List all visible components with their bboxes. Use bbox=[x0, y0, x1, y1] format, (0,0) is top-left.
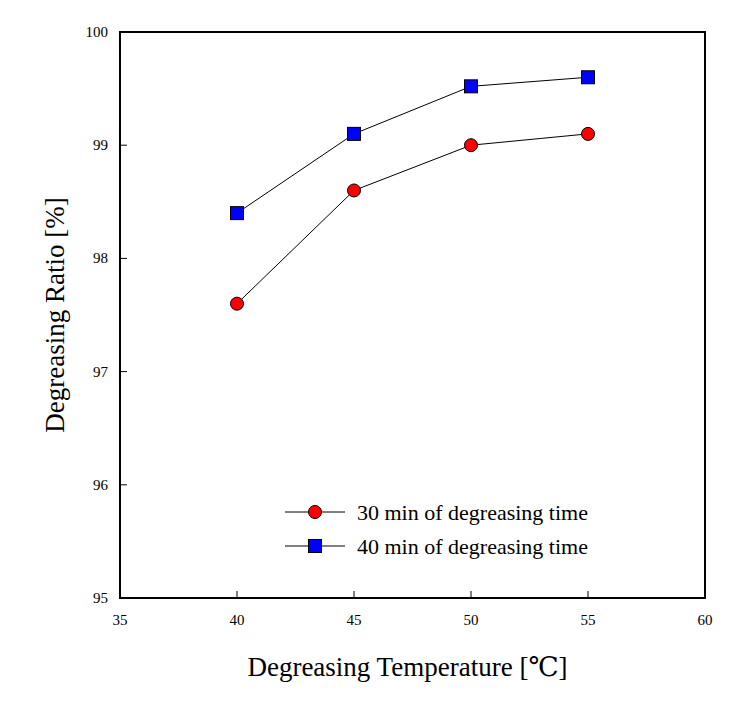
y-axis-label: Degreasing Ratio [%] bbox=[40, 197, 70, 432]
legend-label: 40 min of degreasing time bbox=[357, 534, 588, 559]
y-tick bbox=[120, 371, 127, 372]
marker bbox=[582, 71, 595, 84]
series-line bbox=[237, 134, 588, 304]
x-tick-label: 60 bbox=[698, 612, 713, 628]
series-line bbox=[237, 77, 588, 213]
y-tick-label: 100 bbox=[86, 24, 109, 40]
chart: 35 40 45 50 55 60 95 96 97 98 99 100 Degreasing Temp… bbox=[0, 0, 734, 703]
marker bbox=[348, 184, 361, 197]
marker bbox=[582, 127, 595, 140]
plot-frame bbox=[120, 32, 705, 598]
x-tick bbox=[588, 591, 589, 598]
y-tick-label: 98 bbox=[93, 250, 108, 266]
x-tick-label: 35 bbox=[113, 612, 128, 628]
marker bbox=[465, 139, 478, 152]
y-tick bbox=[120, 484, 127, 485]
y-tick-label: 99 bbox=[93, 137, 108, 153]
y-tick-label: 97 bbox=[93, 364, 109, 380]
x-tick-label: 50 bbox=[464, 612, 479, 628]
x-tick bbox=[354, 591, 355, 598]
y-tick bbox=[120, 258, 127, 259]
marker bbox=[465, 80, 478, 93]
marker bbox=[309, 540, 322, 553]
x-tick bbox=[237, 591, 238, 598]
x-tick-label: 45 bbox=[347, 612, 362, 628]
x-tick-label: 40 bbox=[230, 612, 245, 628]
marker bbox=[231, 207, 244, 220]
marker bbox=[231, 297, 244, 310]
y-tick-label: 95 bbox=[93, 590, 108, 606]
legend-label: 30 min of degreasing time bbox=[357, 500, 588, 525]
marker bbox=[348, 127, 361, 140]
plot-data bbox=[231, 71, 595, 310]
legend: 30 min of degreasing time 40 min of degre… bbox=[285, 500, 588, 559]
y-tick-label: 96 bbox=[93, 477, 109, 493]
y-tick bbox=[120, 145, 127, 146]
x-axis-label: Degreasing Temperature [℃] bbox=[247, 652, 567, 682]
marker bbox=[309, 506, 322, 519]
x-tick-label: 55 bbox=[581, 612, 596, 628]
x-tick bbox=[471, 591, 472, 598]
